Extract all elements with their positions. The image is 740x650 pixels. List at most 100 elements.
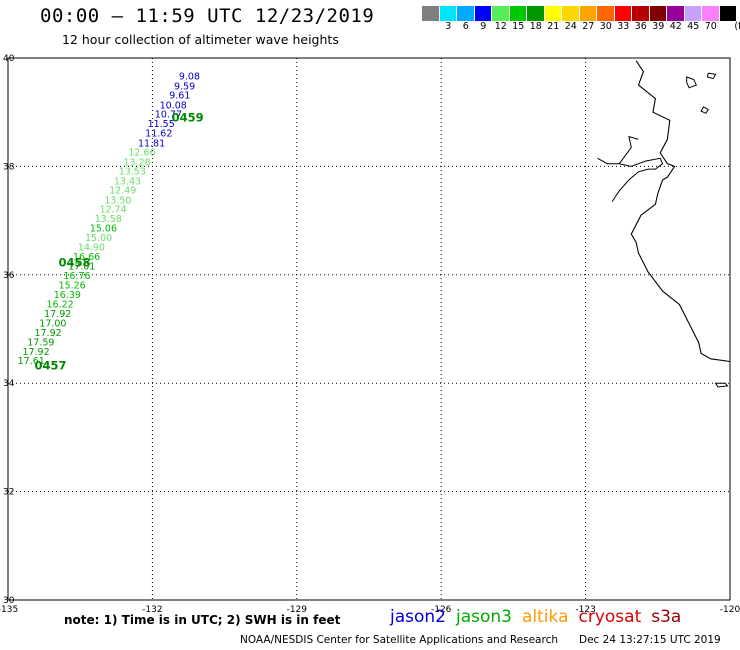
legend-swatch <box>422 6 440 21</box>
longitude-tick-label: -132 <box>142 605 162 615</box>
satellite-jason2: jason2 <box>390 607 446 627</box>
bay-shoreline-spur <box>618 135 639 164</box>
legend-swatch <box>684 6 702 21</box>
wave-height-value: 13.43 <box>114 176 141 187</box>
wave-height-value: 17.92 <box>44 309 71 320</box>
longitude-tick-label: -120 <box>720 605 740 615</box>
legend-swatch <box>457 6 475 21</box>
bay-shoreline <box>597 157 664 202</box>
legend-swatch <box>492 6 510 21</box>
legend-swatch <box>667 6 685 21</box>
legend-tick-label: 18 <box>529 21 542 32</box>
wave-height-value: 14.90 <box>78 242 105 253</box>
legend-tick-label: 12 <box>494 21 507 32</box>
legend-swatch <box>719 6 737 21</box>
track-time-label: 0459 <box>172 110 204 124</box>
wave-height-value: 13.50 <box>104 195 131 206</box>
wave-height-value: 12.49 <box>109 186 136 197</box>
legend-tick-label: 6 <box>462 21 469 32</box>
wave-height-value: 9.61 <box>169 91 190 102</box>
legend-tick-label: 9 <box>480 21 487 32</box>
satellite-s3a: s3a <box>651 607 682 627</box>
wave-height-value: 13.28 <box>124 157 151 168</box>
latitude-tick-label: 36 <box>3 271 15 281</box>
wave-height-value: 15.06 <box>90 223 117 234</box>
wave-height-value: 16.76 <box>63 271 90 282</box>
wave-height-value: 11.62 <box>145 129 172 140</box>
page-title: 00:00 — 11:59 UTC 12/23/2019 <box>40 5 375 27</box>
legend-tick-label: 30 <box>599 21 612 32</box>
footnote: note: 1) Time is in UTC; 2) SWH is in fe… <box>64 613 341 627</box>
wave-height-value: 17.01 <box>68 261 95 272</box>
wave-height-value: 17.92 <box>34 328 61 339</box>
legend-tick-label: 33 <box>617 21 630 32</box>
latitude-tick-label: 32 <box>3 488 14 498</box>
island-outline <box>706 72 717 80</box>
latitude-tick-label: 40 <box>3 54 15 64</box>
wave-height-value: 9.59 <box>174 81 195 92</box>
latitude-tick-label: 30 <box>3 596 15 606</box>
wave-height-value: 17.00 <box>39 318 66 329</box>
island-outline <box>700 106 710 114</box>
legend-tick-label: 24 <box>564 21 577 32</box>
track-time-label: 0458 <box>59 256 91 270</box>
wave-height-value: 12.74 <box>99 204 126 215</box>
longitude-tick-label: -123 <box>575 605 595 615</box>
legend-swatch <box>614 6 632 21</box>
wave-height-value: 16.39 <box>54 290 81 301</box>
latitude-tick-label: 38 <box>3 162 15 172</box>
color-legend-bar <box>422 6 737 21</box>
wave-height-value: 13.58 <box>95 214 122 225</box>
legend-swatch <box>527 6 545 21</box>
legend-swatch <box>649 6 667 21</box>
legend-tick-label: 36 <box>634 21 647 32</box>
legend-tick-label: 15 <box>512 21 525 32</box>
map-frame <box>7 57 731 601</box>
wave-height-value: 16.22 <box>47 299 74 310</box>
satellite-jason3: jason3 <box>456 607 512 627</box>
wave-height-value: 15.00 <box>85 233 112 244</box>
satellite-legend: jason2 jason3 altika cryosat s3a <box>390 607 691 627</box>
legend-swatch <box>579 6 597 21</box>
legend-swatch <box>544 6 562 21</box>
legend-tick-label: 39 <box>652 21 665 32</box>
wave-height-value: 9.08 <box>179 72 200 83</box>
coastline <box>630 60 731 363</box>
legend-tick-label: 45 <box>687 21 700 32</box>
wave-height-value: 11.81 <box>138 138 165 149</box>
legend-unit-label: (ft) <box>734 21 740 32</box>
satellite-cryosat: cryosat <box>578 607 642 627</box>
page-subtitle: 12 hour collection of altimeter wave hei… <box>62 32 339 47</box>
wave-height-value: 17.92 <box>22 347 49 358</box>
legend-swatch <box>474 6 492 21</box>
wave-height-value: 15.26 <box>59 280 86 291</box>
legend-tick-label: 42 <box>669 21 682 32</box>
satellite-altika: altika <box>522 607 569 627</box>
credit-line: NOAA/NESDIS Center for Satellite Applica… <box>240 634 558 646</box>
wave-height-value: 12.66 <box>128 148 155 159</box>
wave-height-value: 10.08 <box>160 100 187 111</box>
wave-height-value: 17.59 <box>27 337 54 348</box>
wave-height-value: 11.55 <box>148 119 175 130</box>
island-outline <box>714 382 729 388</box>
legend-swatch <box>562 6 580 21</box>
wave-height-value: 16.66 <box>73 252 100 263</box>
generation-timestamp: Dec 24 13:27:15 UTC 2019 <box>579 634 721 646</box>
longitude-tick-label: -126 <box>431 605 452 615</box>
track-time-label: 0457 <box>34 359 66 373</box>
legend-swatch <box>702 6 720 21</box>
legend-tick-label: 21 <box>547 21 560 32</box>
legend-swatch <box>632 6 650 21</box>
longitude-tick-label: -135 <box>0 605 18 615</box>
longitude-tick-label: -129 <box>287 605 308 615</box>
legend-swatch <box>597 6 615 21</box>
legend-tick-label: 3 <box>445 21 452 32</box>
wave-height-value: 10.77 <box>155 110 182 121</box>
legend-tick-label: 27 <box>582 21 595 32</box>
island-outline <box>686 76 697 89</box>
legend-tick-label: 70 <box>704 21 717 32</box>
legend-swatch <box>439 6 457 21</box>
wave-height-value: 13.53 <box>119 167 146 178</box>
